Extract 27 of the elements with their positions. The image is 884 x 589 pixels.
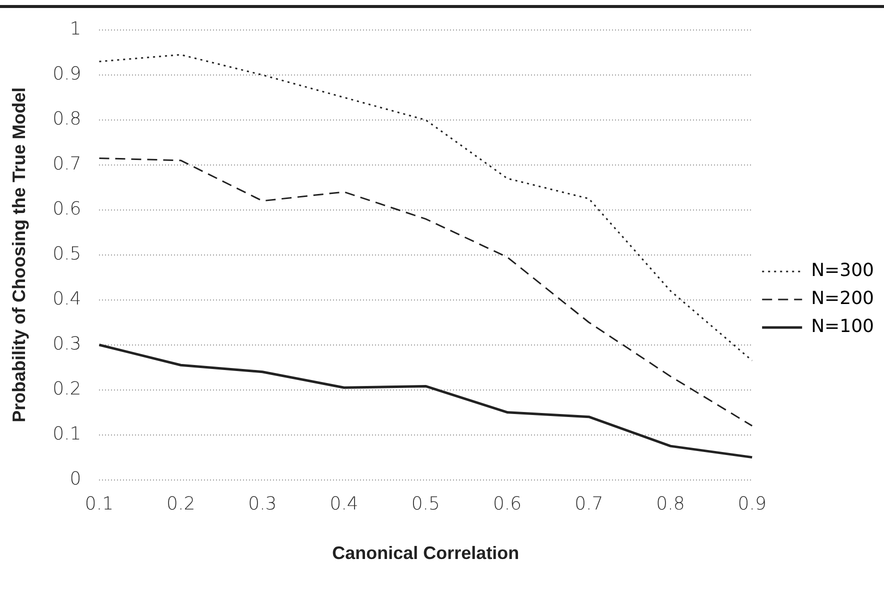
- x-tick-label: 0.7: [574, 493, 604, 514]
- x-axis-title: Canonical Correlation: [332, 543, 520, 564]
- x-tick-label: 0.6: [492, 493, 522, 514]
- y-tick-label: 0.2: [52, 378, 82, 400]
- y-tick-label: 0.7: [52, 154, 82, 175]
- y-axis-title: Probability of Choosing the True Model: [8, 87, 29, 422]
- y-tick-label: 0.8: [52, 108, 82, 130]
- y-tick-label: 0.9: [52, 64, 82, 85]
- legend-label: N=200: [811, 288, 874, 310]
- x-tick-label: 0.1: [84, 493, 114, 514]
- legend-label: N=300: [811, 260, 874, 282]
- x-tick-label: 0.8: [656, 493, 685, 514]
- y-tick-label: 1: [70, 18, 82, 40]
- y-tick-label: 0.6: [52, 198, 82, 220]
- y-tick-label: 0.5: [52, 244, 82, 265]
- legend-label: N=100: [811, 316, 874, 338]
- y-tick-label: 0.1: [52, 423, 82, 444]
- y-tick-label: 0: [70, 468, 82, 490]
- x-tick-label: 0.2: [166, 493, 196, 514]
- y-tick-label: 0.4: [52, 288, 82, 310]
- x-tick-label: 0.5: [411, 493, 440, 514]
- y-tick-label: 0.3: [52, 334, 82, 355]
- x-tick-label: 0.9: [738, 493, 766, 514]
- x-tick-label: 0.4: [330, 493, 358, 514]
- x-tick-label: 0.3: [248, 493, 277, 514]
- line-series: [98, 54, 753, 362]
- line-series: [98, 157, 753, 427]
